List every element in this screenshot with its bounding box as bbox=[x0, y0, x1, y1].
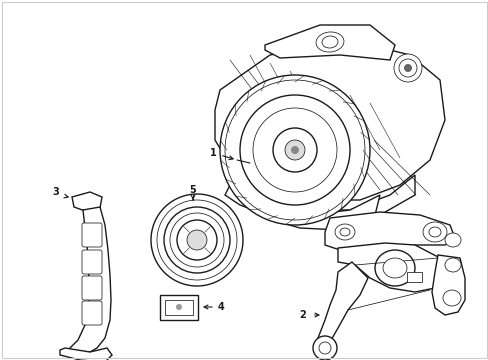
Ellipse shape bbox=[339, 228, 349, 236]
Ellipse shape bbox=[322, 36, 337, 48]
Ellipse shape bbox=[447, 295, 455, 301]
Text: 3: 3 bbox=[53, 187, 59, 197]
Polygon shape bbox=[72, 192, 102, 212]
Polygon shape bbox=[431, 255, 464, 315]
Polygon shape bbox=[264, 25, 394, 60]
Ellipse shape bbox=[403, 64, 411, 72]
Polygon shape bbox=[271, 195, 379, 230]
Ellipse shape bbox=[240, 95, 349, 205]
Text: 1: 1 bbox=[209, 148, 216, 158]
Ellipse shape bbox=[448, 262, 456, 268]
Polygon shape bbox=[215, 40, 444, 200]
Ellipse shape bbox=[151, 194, 243, 286]
Ellipse shape bbox=[444, 233, 460, 247]
Polygon shape bbox=[337, 243, 444, 292]
Ellipse shape bbox=[442, 290, 460, 306]
Ellipse shape bbox=[393, 54, 421, 82]
Ellipse shape bbox=[272, 128, 316, 172]
FancyBboxPatch shape bbox=[82, 223, 102, 247]
Ellipse shape bbox=[374, 250, 414, 286]
Polygon shape bbox=[224, 175, 414, 225]
Text: 2: 2 bbox=[299, 310, 306, 320]
Ellipse shape bbox=[290, 146, 298, 154]
Bar bbox=[406, 272, 421, 282]
Ellipse shape bbox=[315, 32, 343, 52]
Bar bbox=[164, 300, 193, 315]
FancyBboxPatch shape bbox=[82, 250, 102, 274]
Polygon shape bbox=[325, 212, 454, 250]
Ellipse shape bbox=[398, 59, 416, 77]
FancyBboxPatch shape bbox=[82, 301, 102, 325]
Ellipse shape bbox=[163, 207, 229, 273]
Ellipse shape bbox=[318, 342, 330, 354]
Ellipse shape bbox=[382, 258, 406, 278]
FancyBboxPatch shape bbox=[82, 276, 102, 300]
Ellipse shape bbox=[177, 220, 217, 260]
Bar bbox=[160, 295, 198, 320]
Ellipse shape bbox=[220, 75, 369, 225]
Ellipse shape bbox=[312, 336, 336, 360]
Ellipse shape bbox=[176, 304, 182, 310]
Polygon shape bbox=[317, 262, 367, 350]
Text: 4: 4 bbox=[218, 302, 224, 312]
Ellipse shape bbox=[428, 227, 440, 237]
Ellipse shape bbox=[285, 140, 305, 160]
Ellipse shape bbox=[444, 258, 460, 272]
Polygon shape bbox=[60, 348, 112, 360]
Ellipse shape bbox=[186, 230, 206, 250]
Ellipse shape bbox=[334, 224, 354, 240]
Polygon shape bbox=[65, 207, 111, 352]
Ellipse shape bbox=[252, 108, 336, 192]
Text: 5: 5 bbox=[189, 185, 196, 195]
Ellipse shape bbox=[422, 222, 446, 242]
